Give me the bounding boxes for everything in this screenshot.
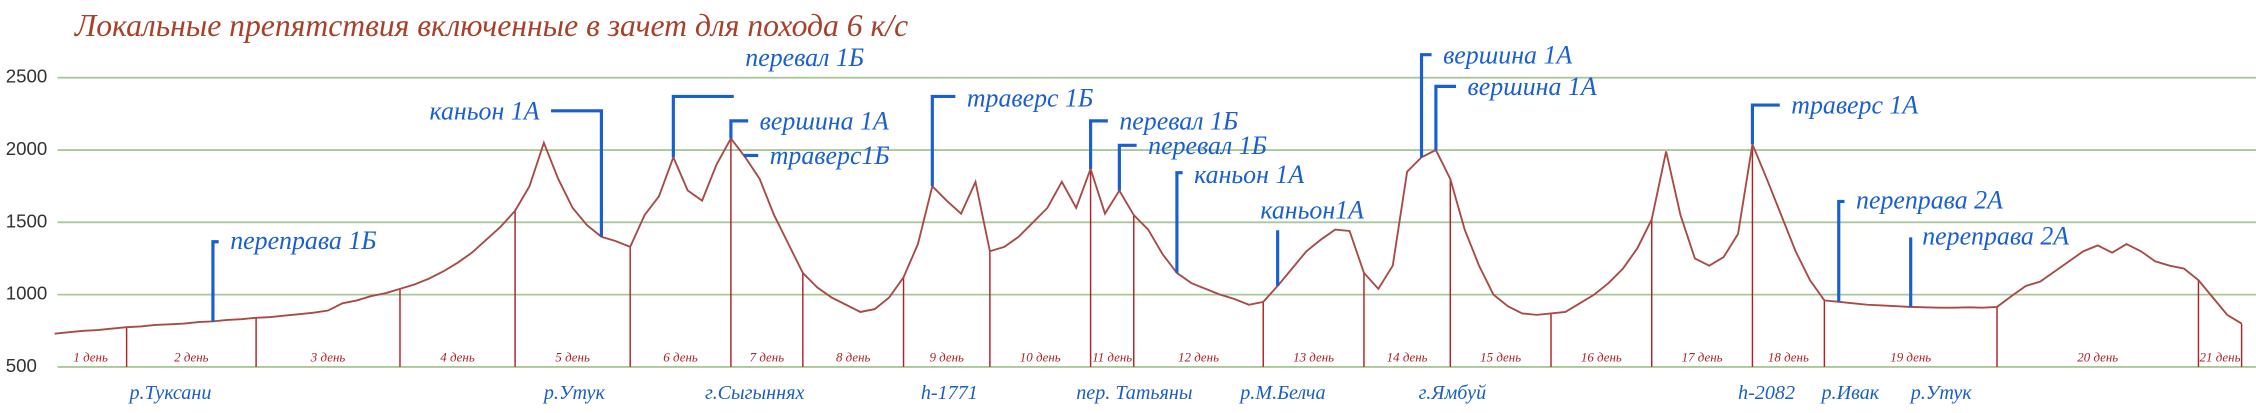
- day-label: 15 день: [1480, 349, 1521, 364]
- day-label: 8 день: [836, 349, 871, 364]
- annotation-pointer: [1837, 199, 1845, 302]
- y-tick-label: 1000: [6, 283, 48, 304]
- day-label: 13 день: [1293, 349, 1334, 364]
- place-label: h-2082: [1738, 382, 1795, 404]
- day-label: 12 день: [1178, 349, 1219, 364]
- place-label: р.Утук: [542, 382, 606, 404]
- annotation-label: траверс 1А: [1791, 91, 1918, 120]
- day-label: 4 день: [440, 349, 475, 364]
- chart-title: Локальные препятствия включенные в зачет…: [74, 8, 908, 43]
- y-tick-label: 2500: [6, 66, 48, 87]
- annotation-pointer: [743, 153, 759, 158]
- day-label: 2 день: [174, 349, 209, 364]
- annotation-pointer: [729, 119, 749, 139]
- day-label: 6 день: [663, 349, 698, 364]
- place-label: г.Сыгыннях: [705, 382, 804, 404]
- annotation-pointer: [211, 240, 219, 322]
- day-label: 3 день: [310, 349, 346, 364]
- annotation-label: каньон1А: [1260, 196, 1364, 225]
- day-label: 10 день: [1020, 349, 1061, 364]
- annotation-pointer: [1117, 143, 1137, 191]
- annotation-pointer: [551, 109, 603, 237]
- y-tick-label: 1500: [6, 210, 48, 231]
- place-label: h-1771: [921, 382, 978, 404]
- annotation-label: перевал 1Б: [1148, 131, 1267, 160]
- annotation-label: траверс 1Б: [967, 84, 1093, 113]
- place-label: р.Ивак: [1819, 382, 1879, 404]
- day-label: 7 день: [750, 349, 785, 364]
- annotation-label: переправа 2А: [1922, 222, 2069, 251]
- day-label: 20 день: [2077, 349, 2118, 364]
- annotation-label: вершина 1А: [1468, 72, 1597, 101]
- day-label: 5 день: [555, 349, 590, 364]
- annotation-label: перевал 1Б: [1119, 107, 1238, 136]
- day-label: 19 день: [1890, 349, 1931, 364]
- place-label: г.Ямбуй: [1419, 382, 1487, 404]
- day-label: 11 день: [1092, 349, 1132, 364]
- day-label: 9 день: [929, 349, 964, 364]
- day-label: 17 день: [1682, 349, 1723, 364]
- annotation-label: вершина 1А: [1443, 40, 1572, 69]
- elevation-profile: [54, 136, 2243, 335]
- annotation-pointer: [1089, 119, 1108, 169]
- annotation-label: переправа 2А: [1856, 186, 2003, 215]
- annotation-label: каньон 1А: [1194, 160, 1304, 189]
- annotation-pointer: [1175, 171, 1183, 273]
- day-label: 18 день: [1768, 349, 1809, 364]
- y-tick-label: 2000: [6, 138, 48, 159]
- day-label: 21 день: [2200, 349, 2241, 364]
- y-tick-label: 500: [6, 355, 37, 376]
- place-label: р.Туксани: [127, 382, 211, 404]
- day-label: 1 день: [73, 349, 108, 364]
- day-label: 16 день: [1581, 349, 1622, 364]
- annotation-label: вершина 1А: [760, 107, 889, 136]
- annotation-pointer: [1434, 84, 1457, 151]
- place-label: р.Утук: [1909, 382, 1973, 404]
- annotation-label: переправа 1Б: [230, 226, 376, 255]
- annotation-pointer: [1750, 103, 1780, 145]
- annotation-pointer: [930, 94, 956, 187]
- annotation-label: перевал 1Б: [745, 43, 864, 72]
- annotation-label: каньон 1А: [430, 96, 540, 125]
- place-label: р.М.Белча: [1238, 382, 1325, 404]
- annotation-pointer: [1419, 53, 1432, 158]
- annotation-label: траверс1Б: [770, 141, 890, 170]
- annotation-pointer: [671, 94, 734, 158]
- day-label: 14 день: [1387, 349, 1428, 364]
- place-label: пер. Татьяны: [1076, 382, 1192, 404]
